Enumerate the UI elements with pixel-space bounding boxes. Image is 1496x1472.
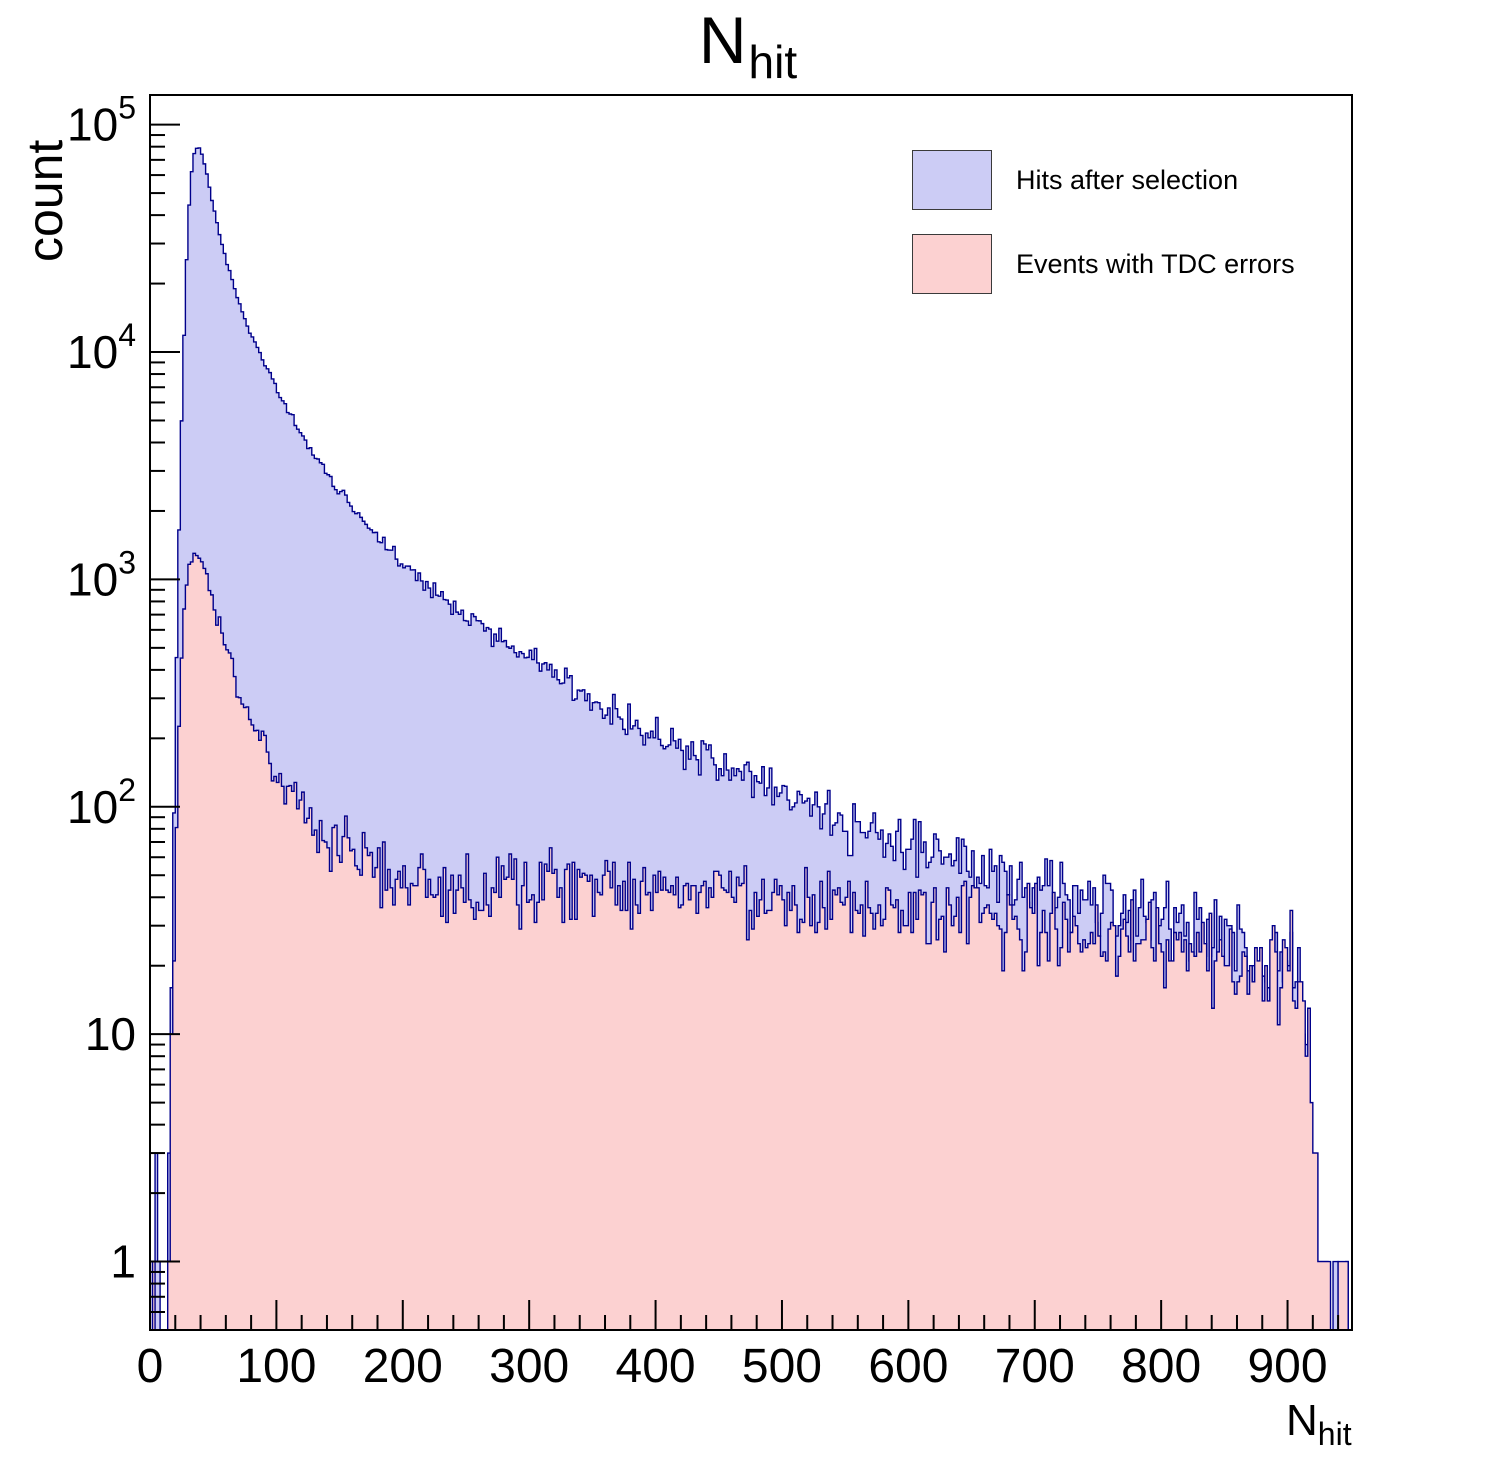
legend-label-hits-after-selection: Hits after selection — [1016, 164, 1239, 195]
x-axis-title-main: N — [1286, 1396, 1318, 1445]
svg-text:400: 400 — [616, 1340, 696, 1393]
x-axis-title-subscript: hit — [1317, 1416, 1352, 1452]
svg-text:103: 103 — [67, 544, 136, 605]
svg-text:10: 10 — [85, 1008, 136, 1060]
svg-text:500: 500 — [742, 1340, 822, 1393]
svg-text:200: 200 — [363, 1340, 443, 1393]
legend: Hits after selection Events with TDC err… — [912, 150, 1295, 318]
svg-text:100: 100 — [236, 1340, 316, 1393]
svg-text:105: 105 — [67, 90, 136, 151]
svg-text:1: 1 — [110, 1236, 136, 1288]
chart-title: Nhit — [0, 2, 1496, 88]
svg-text:104: 104 — [67, 317, 136, 378]
svg-text:900: 900 — [1247, 1340, 1327, 1393]
chart-title-main: N — [698, 3, 747, 77]
legend-swatch-events-with-tdc-errors — [912, 234, 992, 294]
legend-entry-hits-after-selection: Hits after selection — [912, 150, 1295, 210]
legend-swatch-hits-after-selection — [912, 150, 992, 210]
x-axis-title: Nhit — [1286, 1396, 1352, 1452]
svg-text:102: 102 — [67, 772, 136, 833]
legend-label-events-with-tdc-errors: Events with TDC errors — [1016, 248, 1295, 279]
svg-text:0: 0 — [137, 1340, 164, 1393]
y-axis-title: count — [17, 139, 73, 262]
svg-text:800: 800 — [1121, 1340, 1201, 1393]
chart-title-subscript: hit — [748, 36, 798, 88]
svg-text:700: 700 — [995, 1340, 1075, 1393]
svg-text:300: 300 — [489, 1340, 569, 1393]
svg-text:600: 600 — [868, 1340, 948, 1393]
legend-entry-events-with-tdc-errors: Events with TDC errors — [912, 234, 1295, 294]
